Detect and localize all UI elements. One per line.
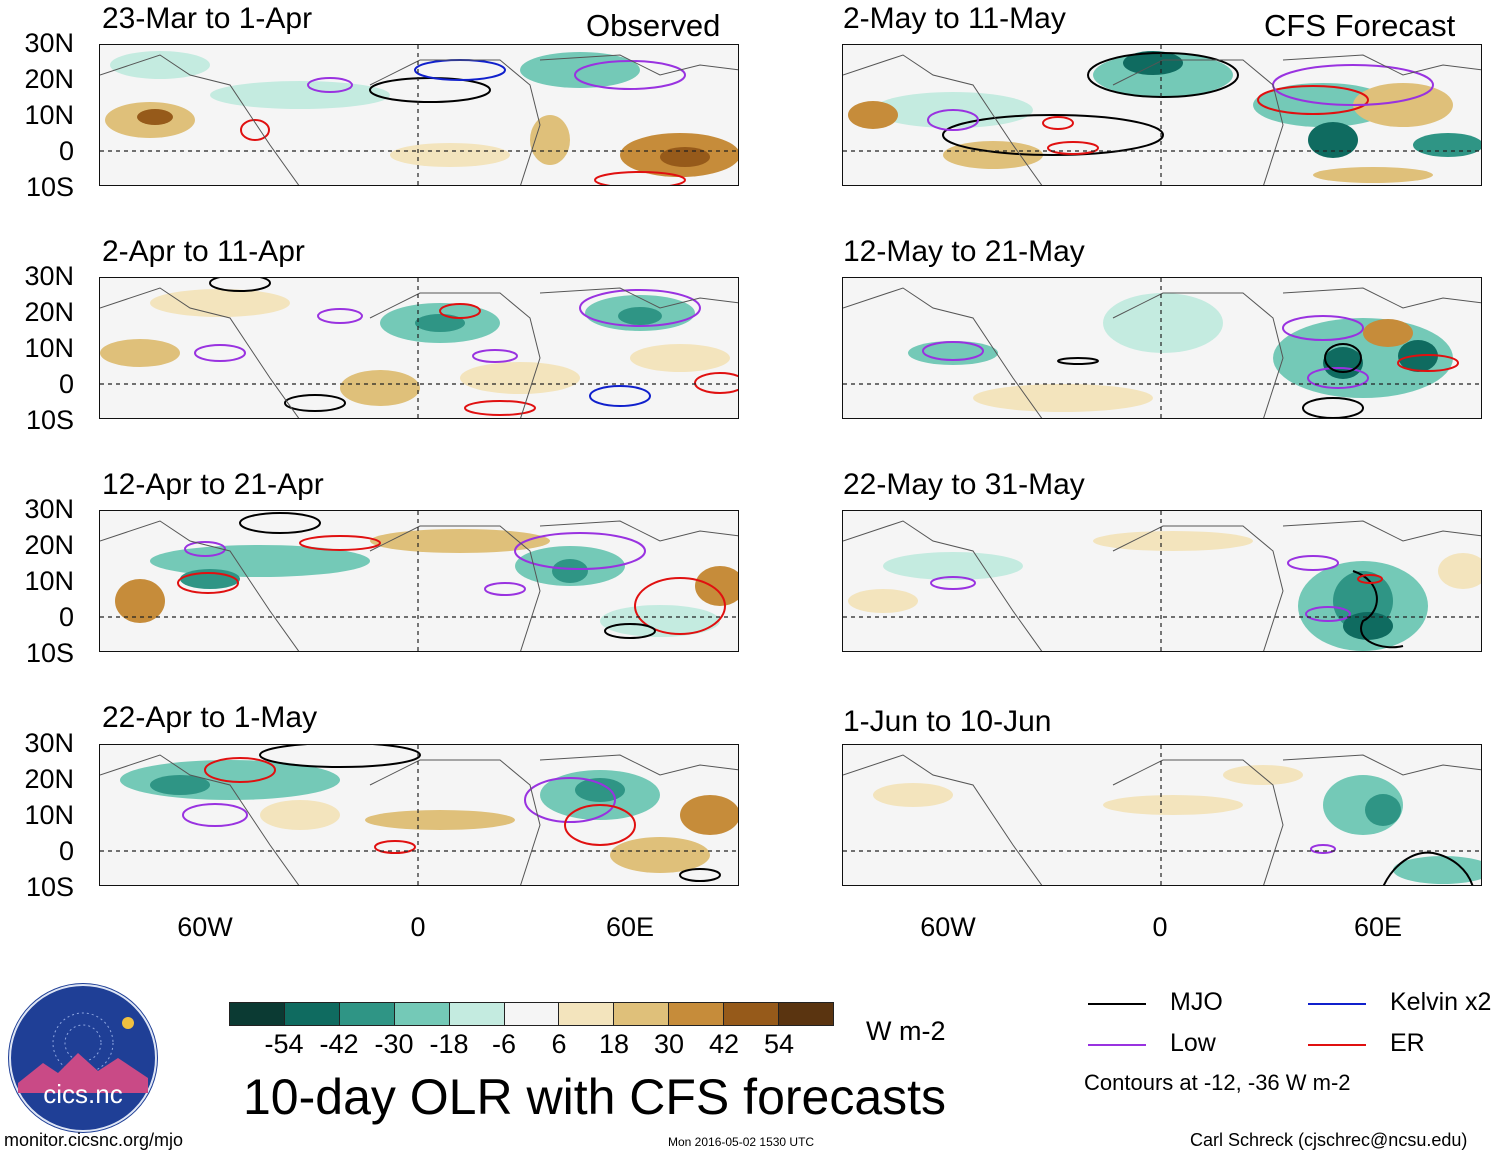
panel-title-obs-1: 23-Mar to 1-Apr xyxy=(102,2,313,35)
colorbar-cell xyxy=(559,1003,615,1025)
legend-note: Contours at -12, -36 W m-2 xyxy=(1084,1070,1351,1095)
cics-logo: cics.nc xyxy=(8,983,158,1133)
colorbar xyxy=(229,1002,834,1026)
x-tick-label-right-0: 0 xyxy=(1152,912,1168,942)
colorbar-cell xyxy=(284,1003,340,1025)
colorbar-cell xyxy=(614,1003,670,1025)
map-panel-observed-3 xyxy=(99,510,739,652)
y-tick-label: 10S xyxy=(25,638,74,668)
y-tick-label: 30N xyxy=(24,494,74,524)
map-panel-observed-1 xyxy=(99,44,739,186)
logo-text: cics.nc xyxy=(43,1079,123,1109)
y-tick-label: 30N xyxy=(24,728,74,758)
y-tick-label: 10N xyxy=(24,100,74,130)
y-tick-label: 0 xyxy=(58,136,74,166)
colorbar-cell xyxy=(339,1003,395,1025)
colorbar-tick-label: 18 xyxy=(598,1029,630,1059)
panel-title-obs-2: 2-Apr to 11-Apr xyxy=(102,235,305,268)
legend-low-label: Low xyxy=(1170,1029,1216,1057)
y-tick-label: 10N xyxy=(24,800,74,830)
panel-title-fcst-2: 12-May to 21-May xyxy=(843,235,1085,268)
map-panel-forecast-2 xyxy=(842,277,1482,419)
colorbar-tick-label: -30 xyxy=(374,1029,414,1059)
footer-timestamp: Mon 2016-05-02 1530 UTC xyxy=(668,1135,815,1149)
panel-title-obs-4: 22-Apr to 1-May xyxy=(102,701,318,734)
y-tick-label: 0 xyxy=(58,369,74,399)
colorbar-tick-label: -42 xyxy=(319,1029,359,1059)
y-tick-label: 10N xyxy=(24,566,74,596)
panel-title-fcst-3: 22-May to 31-May xyxy=(843,468,1085,501)
footer-url[interactable]: monitor.cicsnc.org/mjo xyxy=(4,1130,184,1150)
colorbar-cell xyxy=(449,1003,505,1025)
colorbar-tick-label: 42 xyxy=(708,1029,740,1059)
colorbar-cell xyxy=(394,1003,450,1025)
colorbar-cell xyxy=(779,1003,833,1025)
panel-title-fcst-1: 2-May to 11-May xyxy=(843,2,1066,35)
x-tick-label-right-60e: 60E xyxy=(1353,912,1403,942)
y-tick-label: 10S xyxy=(25,172,74,202)
forecast-label: CFS Forecast xyxy=(1264,8,1456,43)
observed-label: Observed xyxy=(586,8,721,43)
y-tick-label: 20N xyxy=(24,64,74,94)
colorbar-tick-label: 6 xyxy=(551,1029,567,1059)
y-tick-label: 20N xyxy=(24,297,74,327)
panel-title-obs-3: 12-Apr to 21-Apr xyxy=(102,468,324,501)
x-tick-label-left-0: 0 xyxy=(410,912,426,942)
page-title: 10-day OLR with CFS forecasts xyxy=(243,1069,947,1125)
x-tick-label-right-60w: 60W xyxy=(920,912,976,942)
legend-kelvin-label: Kelvin x2 xyxy=(1390,988,1492,1016)
map-panel-observed-2 xyxy=(99,277,739,419)
colorbar-cell xyxy=(230,1003,285,1025)
legend-mjo-line xyxy=(1088,1003,1146,1005)
x-tick-label-left-60w: 60W xyxy=(177,912,233,942)
panel-title-fcst-4: 1-Jun to 10-Jun xyxy=(843,705,1052,738)
legend-er-line xyxy=(1308,1044,1366,1046)
y-tick-label: 0 xyxy=(58,836,74,866)
legend-er-label: ER xyxy=(1390,1029,1425,1057)
colorbar-units: W m-2 xyxy=(866,1016,946,1046)
colorbar-tick-label: 30 xyxy=(653,1029,685,1059)
map-panel-observed-4 xyxy=(99,744,739,886)
footer-author: Carl Schreck (cjschrec@ncsu.edu) xyxy=(1190,1130,1468,1150)
y-tick-label: 30N xyxy=(24,261,74,291)
y-tick-label: 30N xyxy=(24,28,74,58)
colorbar-tick-label: -54 xyxy=(264,1029,304,1059)
colorbar-tick-label: 54 xyxy=(763,1029,795,1059)
x-tick-label-left-60e: 60E xyxy=(605,912,655,942)
legend-mjo-label: MJO xyxy=(1170,988,1223,1016)
legend-low-line xyxy=(1088,1044,1146,1046)
map-panel-forecast-4 xyxy=(842,744,1482,886)
colorbar-tick-label: -6 xyxy=(491,1029,516,1059)
colorbar-cell xyxy=(504,1003,560,1025)
colorbar-tick-label: -18 xyxy=(429,1029,469,1059)
y-tick-label: 20N xyxy=(24,764,74,794)
y-tick-label: 10N xyxy=(24,333,74,363)
map-panel-forecast-3 xyxy=(842,510,1482,652)
legend-kelvin-line xyxy=(1308,1003,1366,1005)
colorbar-cell xyxy=(724,1003,780,1025)
colorbar-cell xyxy=(669,1003,725,1025)
y-tick-label: 0 xyxy=(58,602,74,632)
y-tick-label: 20N xyxy=(24,530,74,560)
y-tick-label: 10S xyxy=(25,405,74,435)
y-tick-label: 10S xyxy=(25,872,74,902)
map-panel-forecast-1 xyxy=(842,44,1482,186)
